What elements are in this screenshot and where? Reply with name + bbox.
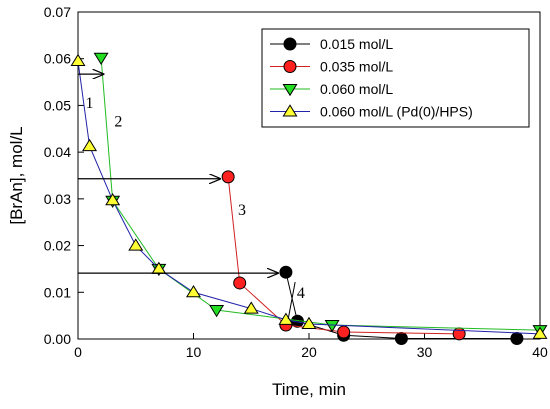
- data-point: [337, 325, 351, 339]
- legend-item: 0.060 mol/L: [270, 81, 393, 97]
- y-tick-label: 0.07: [44, 4, 71, 20]
- annotation-label: 2: [114, 113, 122, 130]
- y-tick-label: 0.00: [44, 331, 71, 347]
- data-point: [209, 305, 225, 318]
- legend-label: 0.035 mol/L: [320, 59, 393, 75]
- data-point: [186, 285, 201, 298]
- legend-label: 0.060 mol/L (Pd(0)/HPS): [320, 104, 473, 120]
- x-tick-label: 30: [417, 344, 433, 360]
- y-tick-label: 0.06: [44, 51, 71, 67]
- data-point: [452, 327, 466, 341]
- data-point: [105, 192, 121, 206]
- data-point: [324, 319, 340, 333]
- legend-label: 0.060 mol/L: [320, 81, 393, 97]
- series-line: [100, 57, 541, 331]
- annotation-label: 4: [297, 285, 305, 302]
- leader-line: [287, 281, 296, 320]
- x-axis-label: Time, min: [272, 380, 346, 399]
- series-2: [221, 170, 466, 341]
- data-point: [278, 312, 294, 325]
- legend-marker: [282, 84, 298, 97]
- legend-marker: [282, 104, 298, 117]
- data-point: [221, 170, 235, 184]
- y-tick-label: 0.05: [44, 97, 71, 113]
- legend-box: [261, 28, 530, 128]
- x-tick-label: 10: [186, 344, 202, 360]
- x-tick-label: 0: [74, 344, 82, 360]
- y-axis-label: [BrAn], mol/L: [7, 126, 26, 224]
- legend-item: 0.060 mol/L (Pd(0)/HPS): [270, 104, 473, 120]
- y-tick-label: 0.04: [44, 144, 71, 160]
- legend-marker: [283, 37, 297, 51]
- data-point: [70, 53, 86, 67]
- data-point: [128, 238, 144, 251]
- legend-item: 0.015 mol/L: [270, 36, 393, 52]
- annotation-label: 1: [86, 95, 94, 112]
- y-tick-label: 0.02: [44, 238, 71, 254]
- y-tick-label: 0.01: [44, 284, 71, 300]
- annotation-label: 3: [238, 202, 246, 219]
- y-tick-label: 0.03: [44, 191, 71, 207]
- axes: 0 10 20 30 40 0.00 0.01 0.02 0.03 0.04 0.05 0.06 0.0…: [44, 4, 548, 360]
- data-point: [243, 301, 259, 314]
- x-tick-label: 20: [301, 344, 317, 360]
- legend-label: 0.015 mol/L: [320, 36, 393, 52]
- series-line: [77, 60, 541, 335]
- annotation-layer: 1 2 3 4: [78, 74, 305, 320]
- data-point: [82, 138, 98, 152]
- data-point: [532, 326, 548, 339]
- legend-item: 0.035 mol/L: [270, 59, 393, 75]
- data-point: [510, 332, 524, 346]
- data-point: [93, 52, 109, 66]
- series-line: [227, 176, 460, 335]
- data-point: [301, 316, 317, 330]
- legend-marker: [283, 60, 297, 73]
- x-tick-label: 40: [532, 344, 548, 360]
- data-point: [233, 276, 247, 290]
- series-4: [70, 53, 548, 339]
- data-point: [279, 265, 293, 279]
- series-layer: [70, 52, 548, 346]
- data-point: [394, 332, 408, 346]
- legend: 0.015 mol/L 0.035 mol/L 0.060 mol/L 0.060 m…: [261, 28, 530, 128]
